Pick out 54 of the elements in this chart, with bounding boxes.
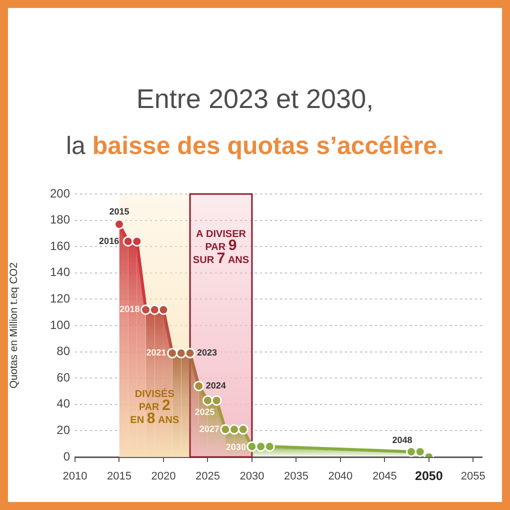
annotation: 2027 [199, 424, 220, 434]
y-tick-label: 40 [56, 396, 70, 411]
y-tick-label: 180 [50, 212, 70, 227]
point [184, 348, 196, 358]
annotation: 2030 [226, 442, 246, 452]
point [140, 304, 152, 315]
annotation: 2015 [109, 206, 130, 217]
point [220, 424, 231, 435]
y-axis-title: Quotas en Million t.eq CO2 [8, 262, 20, 389]
y-tick-label: 0 [63, 449, 70, 464]
x-tick-label: 2050 [415, 469, 443, 484]
y-tick-label: 160 [50, 238, 70, 253]
point [194, 380, 204, 392]
x-tick-label: 2020 [151, 470, 176, 483]
y-tick-label: 60 [56, 370, 70, 384]
band-label: DIVISÉS PAR 2 EN 8 ANS [130, 388, 180, 427]
annotation: 2024 [206, 380, 226, 390]
point [158, 304, 169, 315]
annotation: 2025 [194, 406, 215, 417]
y-tick-label: 80 [56, 344, 70, 358]
x-tick-label: 2040 [328, 470, 353, 483]
point [246, 441, 258, 452]
point [238, 424, 248, 435]
y-tick-label: 20 [56, 423, 70, 438]
annotation: 2048 [392, 435, 412, 446]
chart-title: Entre 2023 et 2030, [135, 84, 375, 114]
annotation: 2016 [99, 236, 120, 246]
band-label: A DIVISER PAR 9 SUR 7 ANS [192, 229, 250, 268]
point [132, 236, 142, 247]
point [256, 441, 266, 452]
point [149, 304, 160, 315]
point [176, 348, 186, 358]
x-tick-label: 2015 [106, 470, 132, 483]
annotation: 2021 [146, 348, 166, 358]
point [202, 395, 213, 406]
x-tick-label: 2025 [195, 470, 220, 483]
point [229, 424, 240, 435]
point [211, 395, 222, 406]
point [167, 348, 178, 358]
y-tick-label: 120 [50, 292, 70, 306]
point [122, 236, 134, 247]
annotation: 2023 [197, 348, 218, 358]
chart-subtitle: la baisse des quotas s’accélère. [66, 132, 444, 160]
point [114, 218, 124, 230]
x-tick-label: 2010 [62, 470, 88, 483]
y-tick-label: 200 [50, 186, 70, 200]
y-tick-label: 140 [50, 265, 70, 280]
point [264, 441, 275, 452]
x-tick-label: 2030 [240, 470, 264, 483]
y-tick-label: 100 [50, 318, 70, 332]
annotation: 2018 [120, 304, 140, 314]
x-tick-label: 2045 [372, 470, 397, 483]
x-tick-label: 2035 [284, 470, 308, 483]
x-tick-label: 2055 [460, 470, 486, 483]
